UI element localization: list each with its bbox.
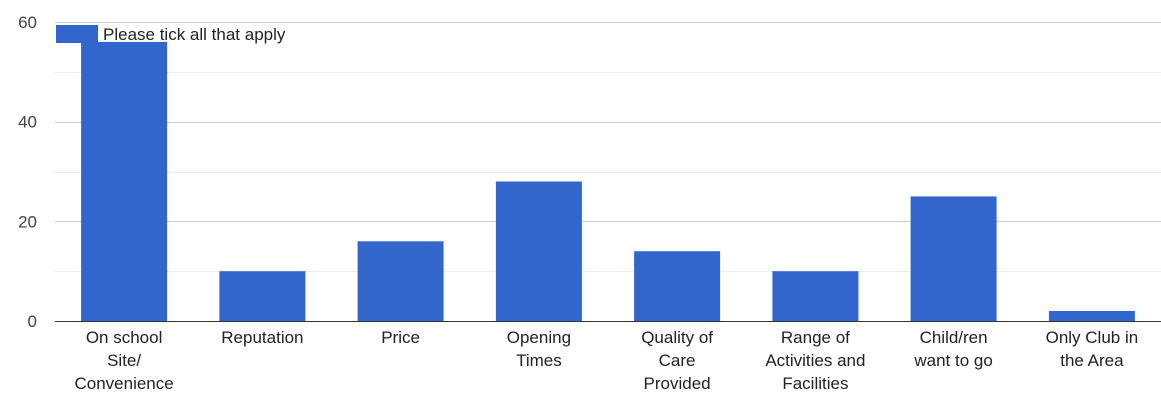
x-category-label-line: want to go (913, 351, 992, 370)
x-category-label-line: the Area (1060, 351, 1124, 370)
x-category-label-line: Provided (644, 374, 711, 393)
bar (772, 271, 859, 321)
legend-label: Please tick all that apply (103, 25, 286, 44)
bars (81, 41, 1135, 322)
x-category-label: Only Club in the Area (1046, 328, 1139, 370)
y-tick-label: 40 (18, 113, 37, 132)
x-category-label: On school Site/Convenience (74, 328, 173, 393)
x-category-label: Reputation (221, 328, 303, 347)
x-category-label-line: Care (659, 351, 696, 370)
x-category-label-line: Activities and (765, 351, 865, 370)
bar (357, 241, 444, 321)
x-category-label-line: Site/ (107, 351, 141, 370)
bar (1048, 311, 1135, 321)
x-category-label: Range of Activities and Facilities (765, 328, 865, 393)
y-tick-label: 60 (18, 13, 37, 32)
y-tick-label: 0 (28, 312, 37, 331)
legend: Please tick all that apply (56, 25, 286, 44)
y-tick-label: 20 (18, 212, 37, 231)
x-category-label-line: Range of (781, 328, 850, 347)
y-axis-ticks: 0 20 40 60 (18, 13, 37, 331)
gridlines (55, 22, 1161, 322)
x-category-label: Quality of Care Provided (641, 328, 713, 393)
x-category-label-line: Price (381, 328, 420, 347)
x-category-label: Price (381, 328, 420, 347)
bar (81, 41, 168, 322)
x-category-label-line: Child/ren (920, 328, 988, 347)
x-category-label-line: Opening (507, 328, 571, 347)
x-category-label-line: Times (516, 351, 562, 370)
bar (634, 251, 721, 321)
x-category-label-line: Quality of (641, 328, 713, 347)
legend-swatch (56, 25, 98, 43)
x-category-label-line: Convenience (74, 374, 173, 393)
x-category-label: Opening Times (507, 328, 571, 370)
x-axis-labels: On school Site/Convenience Reputation Price… (74, 328, 1138, 393)
x-category-label-line: Reputation (221, 328, 303, 347)
bar (495, 181, 582, 321)
x-category-label-line: On school (86, 328, 163, 347)
bar (219, 271, 306, 321)
bar (910, 196, 997, 321)
x-category-label: Child/ren want to go (913, 328, 992, 370)
x-category-label-line: Facilities (782, 374, 848, 393)
x-category-label-line: Only Club in (1046, 328, 1139, 347)
